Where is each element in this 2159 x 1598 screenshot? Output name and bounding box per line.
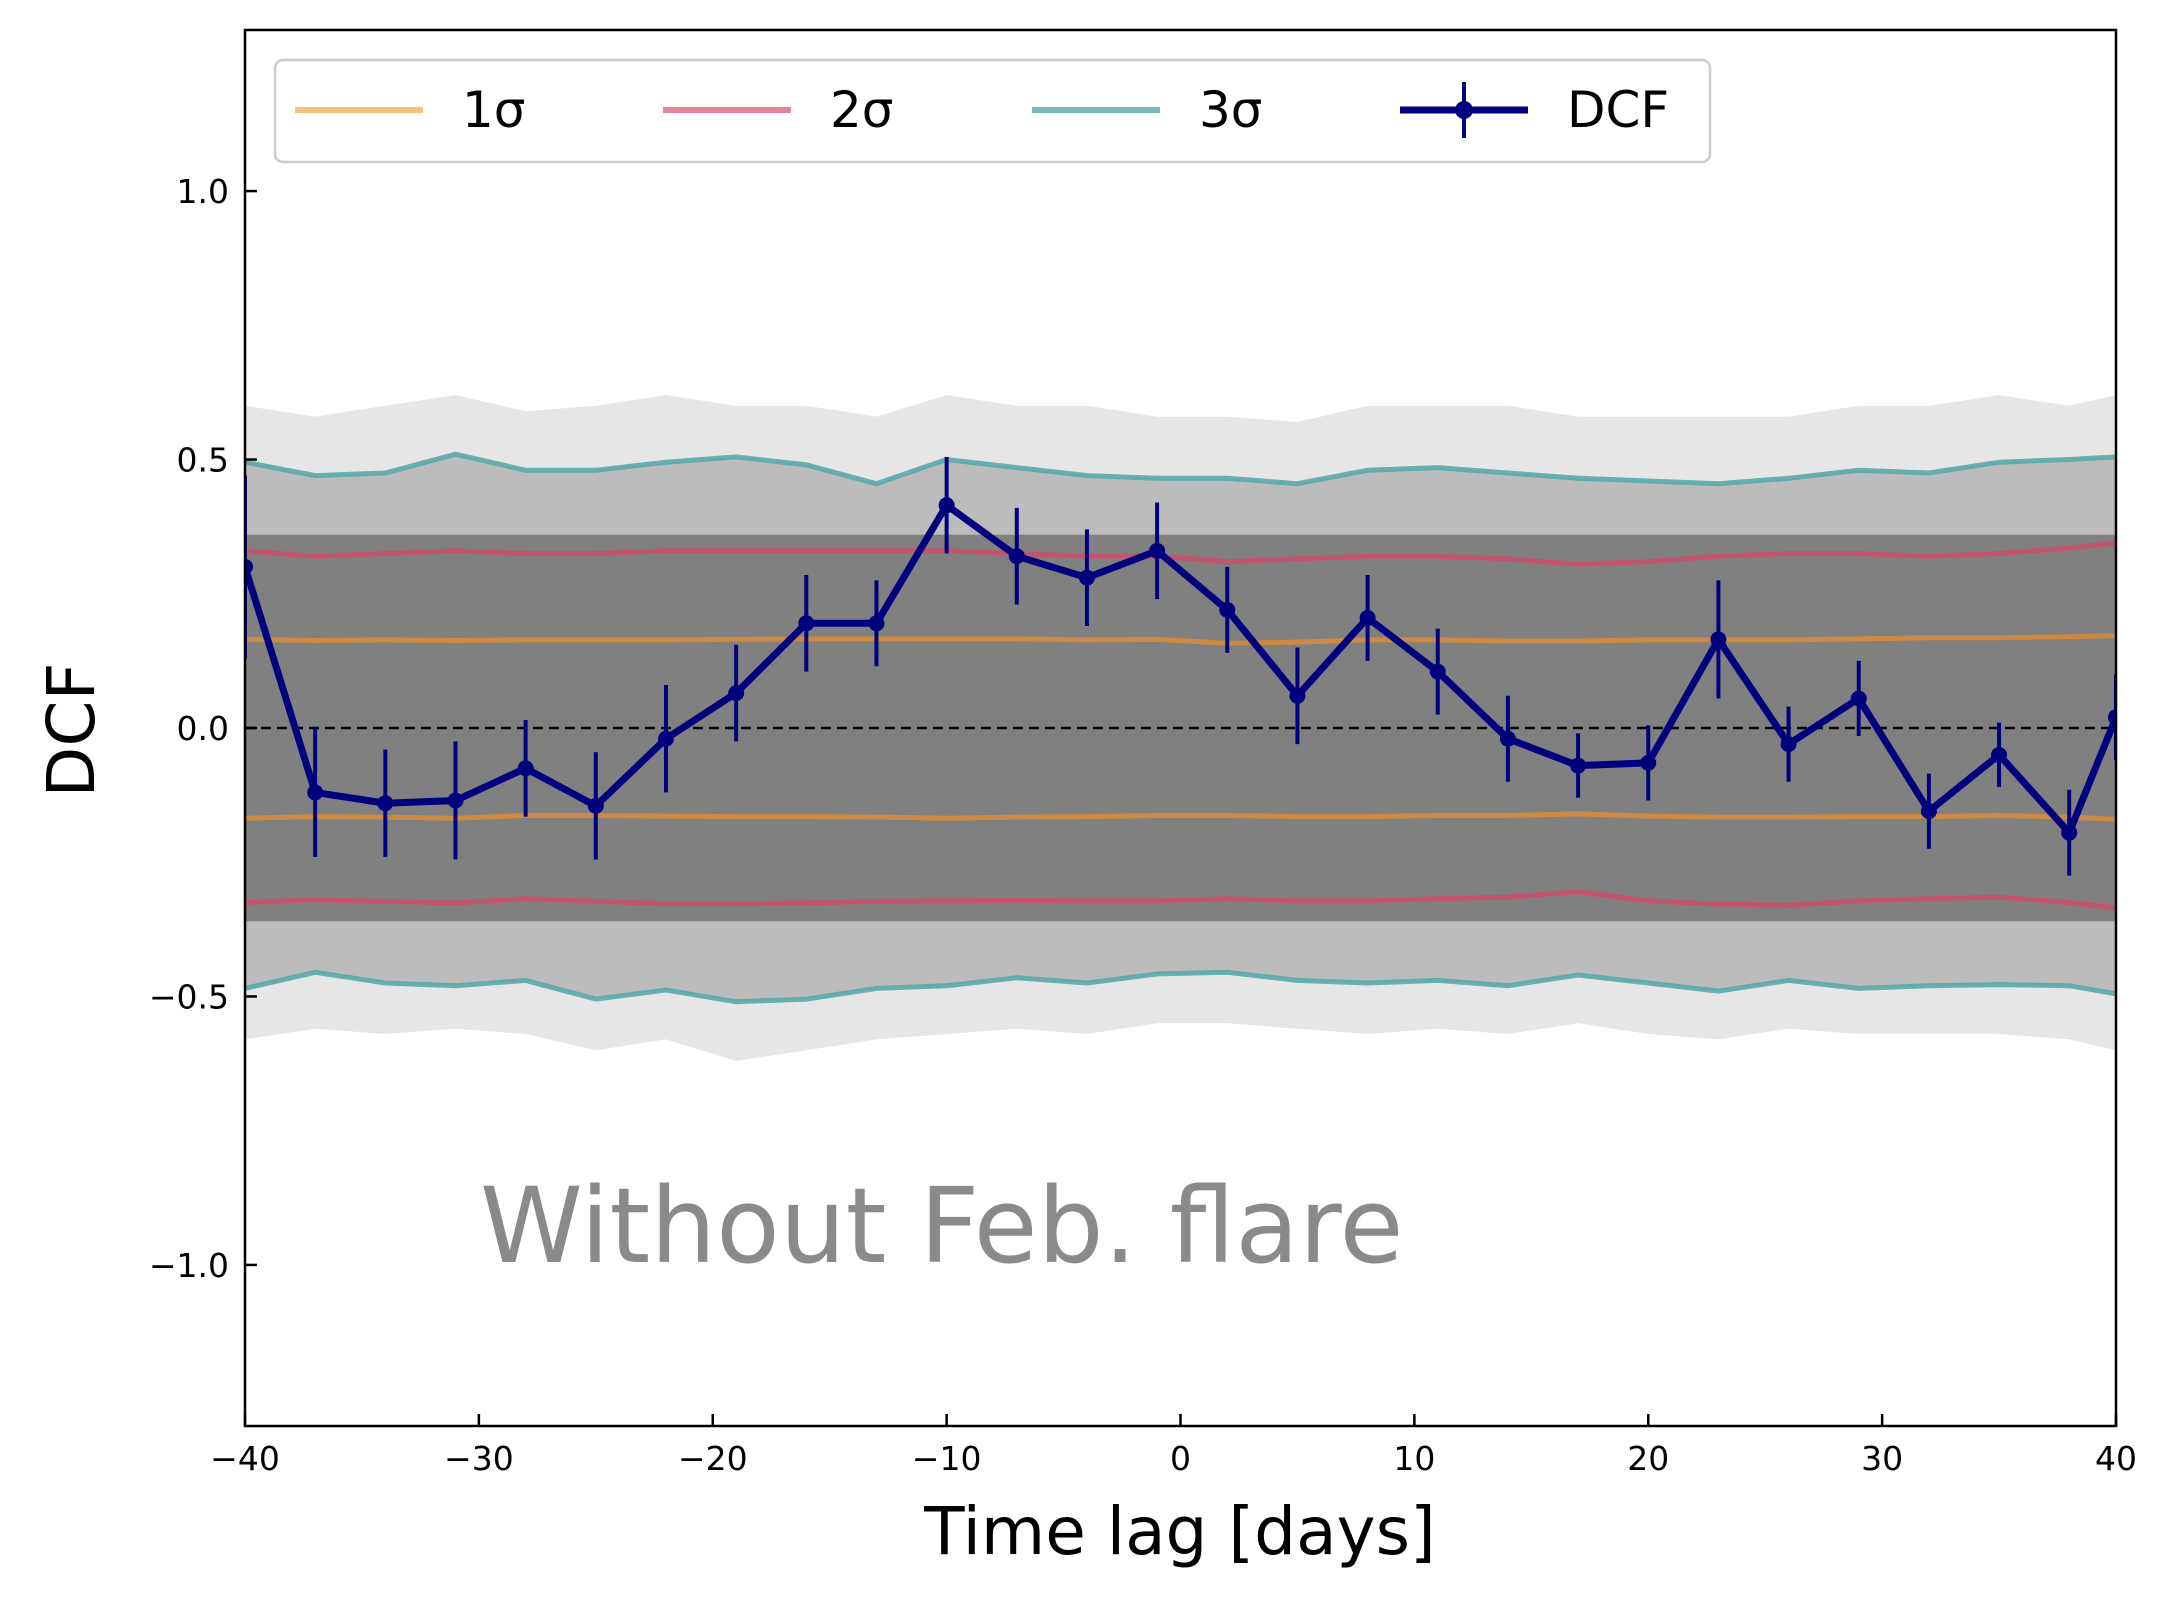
plot-area: [245, 395, 2116, 1061]
legend-label: 1σ: [462, 81, 526, 139]
y-tick-label: 1.0: [177, 172, 229, 211]
dcf-point: [1920, 803, 1937, 820]
dcf-point: [657, 730, 674, 747]
dcf-point: [307, 784, 324, 801]
x-tick-label: 20: [1627, 1439, 1669, 1478]
dcf-point: [938, 497, 955, 514]
y-tick-label: −1.0: [149, 1246, 229, 1285]
dcf-point: [1289, 687, 1306, 704]
dcf-point: [1008, 548, 1025, 565]
dcf-point: [1149, 542, 1166, 559]
dcf-point: [728, 685, 745, 702]
dcf-point: [447, 792, 464, 809]
legend-swatch-dcf-marker: [1455, 101, 1473, 119]
sigma-line-lower-2-sigma: [245, 889, 2116, 911]
dcf-point: [1078, 569, 1095, 586]
dcf-point: [1570, 757, 1587, 774]
x-tick-label: 30: [1861, 1439, 1903, 1478]
dcf-point: [798, 615, 815, 632]
dcf-point: [377, 795, 394, 812]
y-axis: −1.0 −0.5 0.0 0.5 1.0: [149, 172, 257, 1285]
x-tick-label: −40: [210, 1439, 280, 1478]
dcf-point: [1710, 631, 1727, 648]
sigma-line-upper-1-sigma: [245, 633, 2116, 646]
sigma-line-lower-1-sigma: [245, 811, 2116, 822]
dcf-point: [587, 797, 604, 814]
x-tick-label: 40: [2095, 1439, 2137, 1478]
x-tick-label: 10: [1393, 1439, 1435, 1478]
dcf-point: [1499, 730, 1516, 747]
dcf-line: [245, 501, 2116, 837]
legend-label: 2σ: [830, 81, 894, 139]
y-tick-label: −0.5: [149, 977, 229, 1016]
dcf-point: [517, 760, 534, 777]
dcf-point: [1219, 601, 1236, 618]
legend: 1σ 2σ 3σ DCF: [273, 58, 1712, 164]
legend-label: DCF: [1567, 81, 1669, 139]
x-tick-label: −10: [912, 1439, 982, 1478]
dcf-point: [868, 615, 885, 632]
dcf-point: [1640, 754, 1657, 771]
dcf-point: [245, 558, 253, 575]
legend-box: [273, 58, 1712, 164]
chart-annotation: Without Feb. flare: [480, 1165, 1403, 1287]
dcf-point: [1780, 736, 1797, 753]
x-tick-label: 0: [1170, 1439, 1191, 1478]
dcf-point: [1359, 609, 1376, 626]
x-tick-label: −20: [678, 1439, 748, 1478]
x-axis: −40 −30 −20 −10 0 10 20 30 40: [210, 1414, 2137, 1478]
y-tick-label: 0.5: [177, 441, 229, 480]
dcf-point: [1850, 690, 1867, 707]
dcf-point: [1991, 746, 2008, 763]
y-axis-title: DCF: [33, 663, 110, 798]
x-axis-title: Time lag [days]: [923, 1493, 1435, 1570]
dcf-point: [1429, 663, 1446, 680]
dcf-point: [2108, 709, 2116, 726]
sigma-line-lower-3-sigma: [245, 969, 2116, 1005]
legend-label: 3σ: [1199, 81, 1263, 139]
dcf-point: [2061, 824, 2078, 841]
y-tick-label: 0.0: [177, 709, 229, 748]
x-tick-label: −30: [444, 1439, 514, 1478]
sigma-line-upper-2-sigma: [245, 540, 2116, 567]
sigma-line-upper-3-sigma: [245, 451, 2116, 487]
